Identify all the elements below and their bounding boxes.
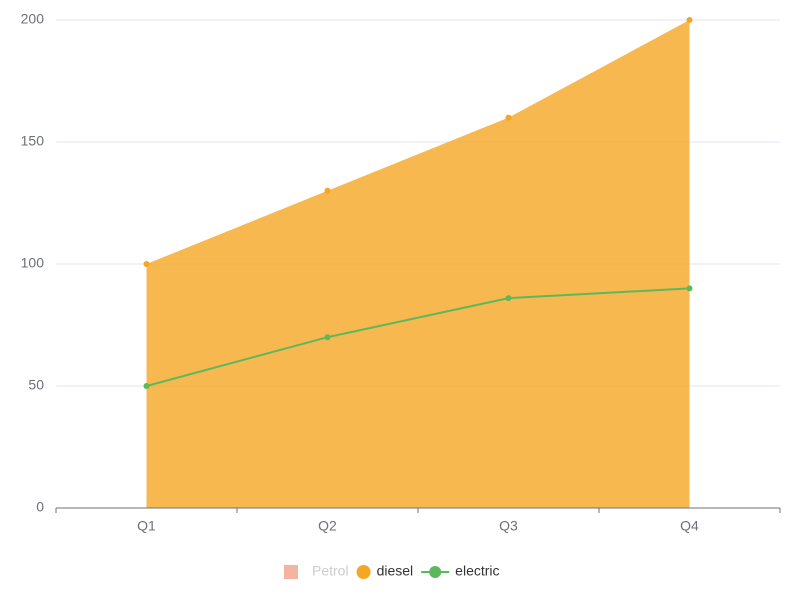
y-tick-label: 150 bbox=[21, 133, 45, 149]
legend-label[interactable]: diesel bbox=[377, 563, 414, 579]
point bbox=[143, 261, 150, 267]
point bbox=[324, 334, 331, 341]
point bbox=[686, 17, 693, 23]
legend-label[interactable]: Petrol bbox=[312, 563, 349, 579]
legend-icon bbox=[284, 565, 298, 579]
y-tick-label: 100 bbox=[21, 255, 45, 271]
point bbox=[324, 187, 331, 194]
area bbox=[146, 20, 690, 508]
point bbox=[505, 295, 512, 302]
point bbox=[686, 285, 693, 292]
y-tick-label: 200 bbox=[21, 11, 45, 27]
point bbox=[505, 114, 512, 121]
y-tick-label: 0 bbox=[36, 499, 44, 515]
legend-icon bbox=[356, 565, 371, 579]
point bbox=[143, 383, 150, 389]
x-tick-label: Q2 bbox=[318, 518, 337, 534]
x-tick-label: Q4 bbox=[680, 518, 699, 534]
x-tick-label: Q1 bbox=[137, 518, 156, 534]
x-tick-label: Q3 bbox=[499, 518, 518, 534]
legend-label[interactable]: electric bbox=[455, 563, 499, 579]
line bbox=[146, 287, 690, 387]
y-tick-label: 50 bbox=[28, 377, 44, 393]
legend-icon bbox=[429, 566, 442, 578]
